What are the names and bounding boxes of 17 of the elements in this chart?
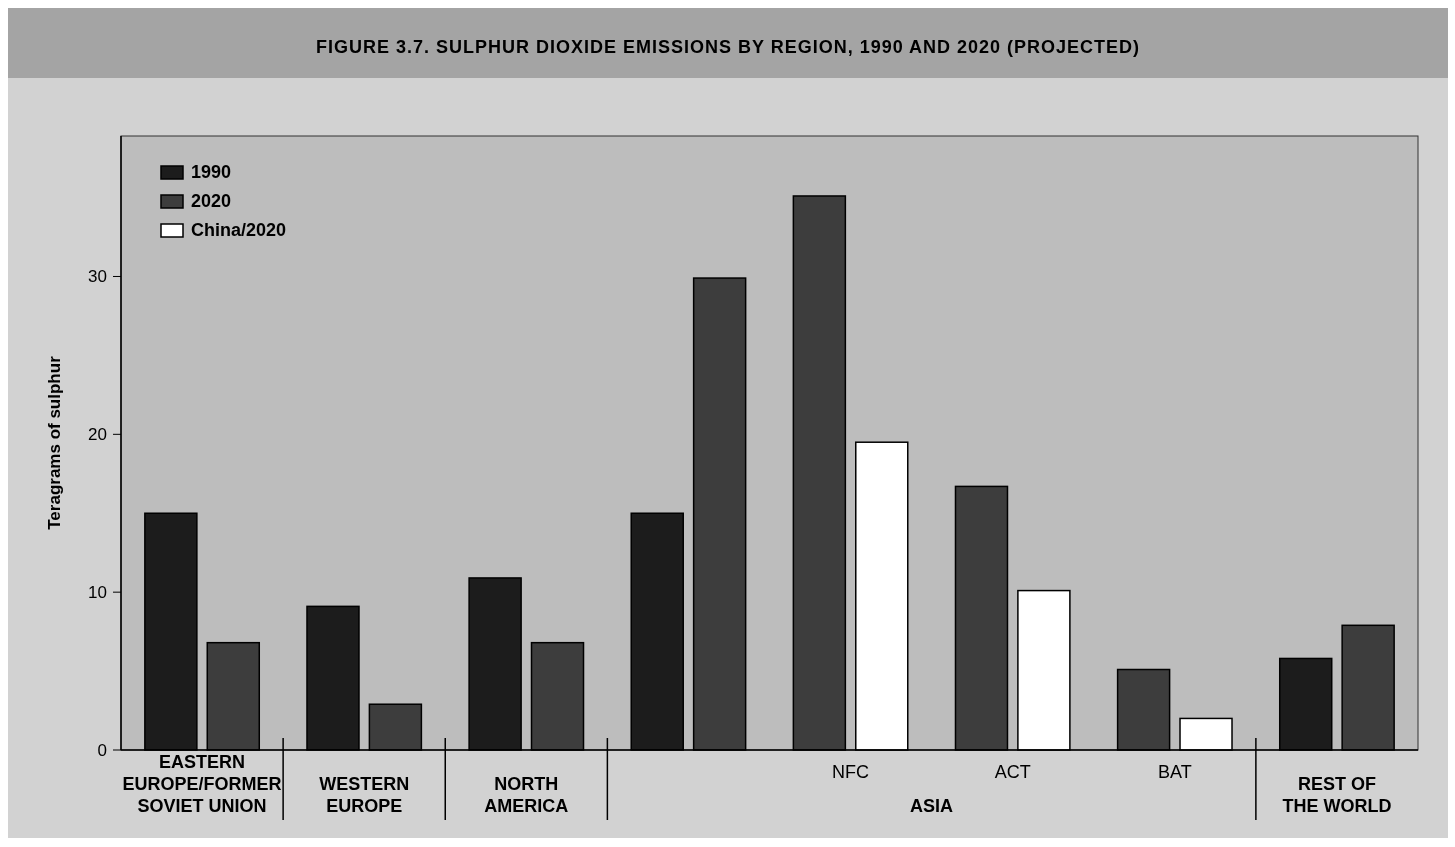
x-tick-label: WESTERN EUROPE (319, 774, 410, 816)
legend-label: 1990 (191, 162, 232, 182)
y-tick-label: 10 (88, 583, 107, 603)
text: ASIA (910, 796, 954, 816)
x-tick-label: BAT (1157, 762, 1192, 782)
x-tick-label: NFC (832, 762, 870, 782)
x-tick-label: NORTH AMERICA (484, 774, 569, 816)
x-tick-label: ACT (994, 762, 1031, 782)
y-axis-title: Teragrams of sulphur (45, 355, 64, 530)
x-tick-label: EASTERN EUROPE/FORMER SOVIET UNION (122, 752, 282, 816)
chart-title: FIGURE 3.7. SULPHUR DIOXIDE EMISSIONS BY REGION, 1990 AND 2020 (PROJECTED) (315, 37, 1141, 57)
legend-label: China/2020 (191, 220, 287, 240)
y-tick-label: 30 (88, 267, 107, 287)
legend-label: 2020 (191, 191, 232, 211)
y-tick-label: 0 (97, 740, 107, 760)
y-tick-label: 20 (88, 425, 107, 445)
x-tick-label: REST OF THE WORLD (1282, 774, 1392, 816)
